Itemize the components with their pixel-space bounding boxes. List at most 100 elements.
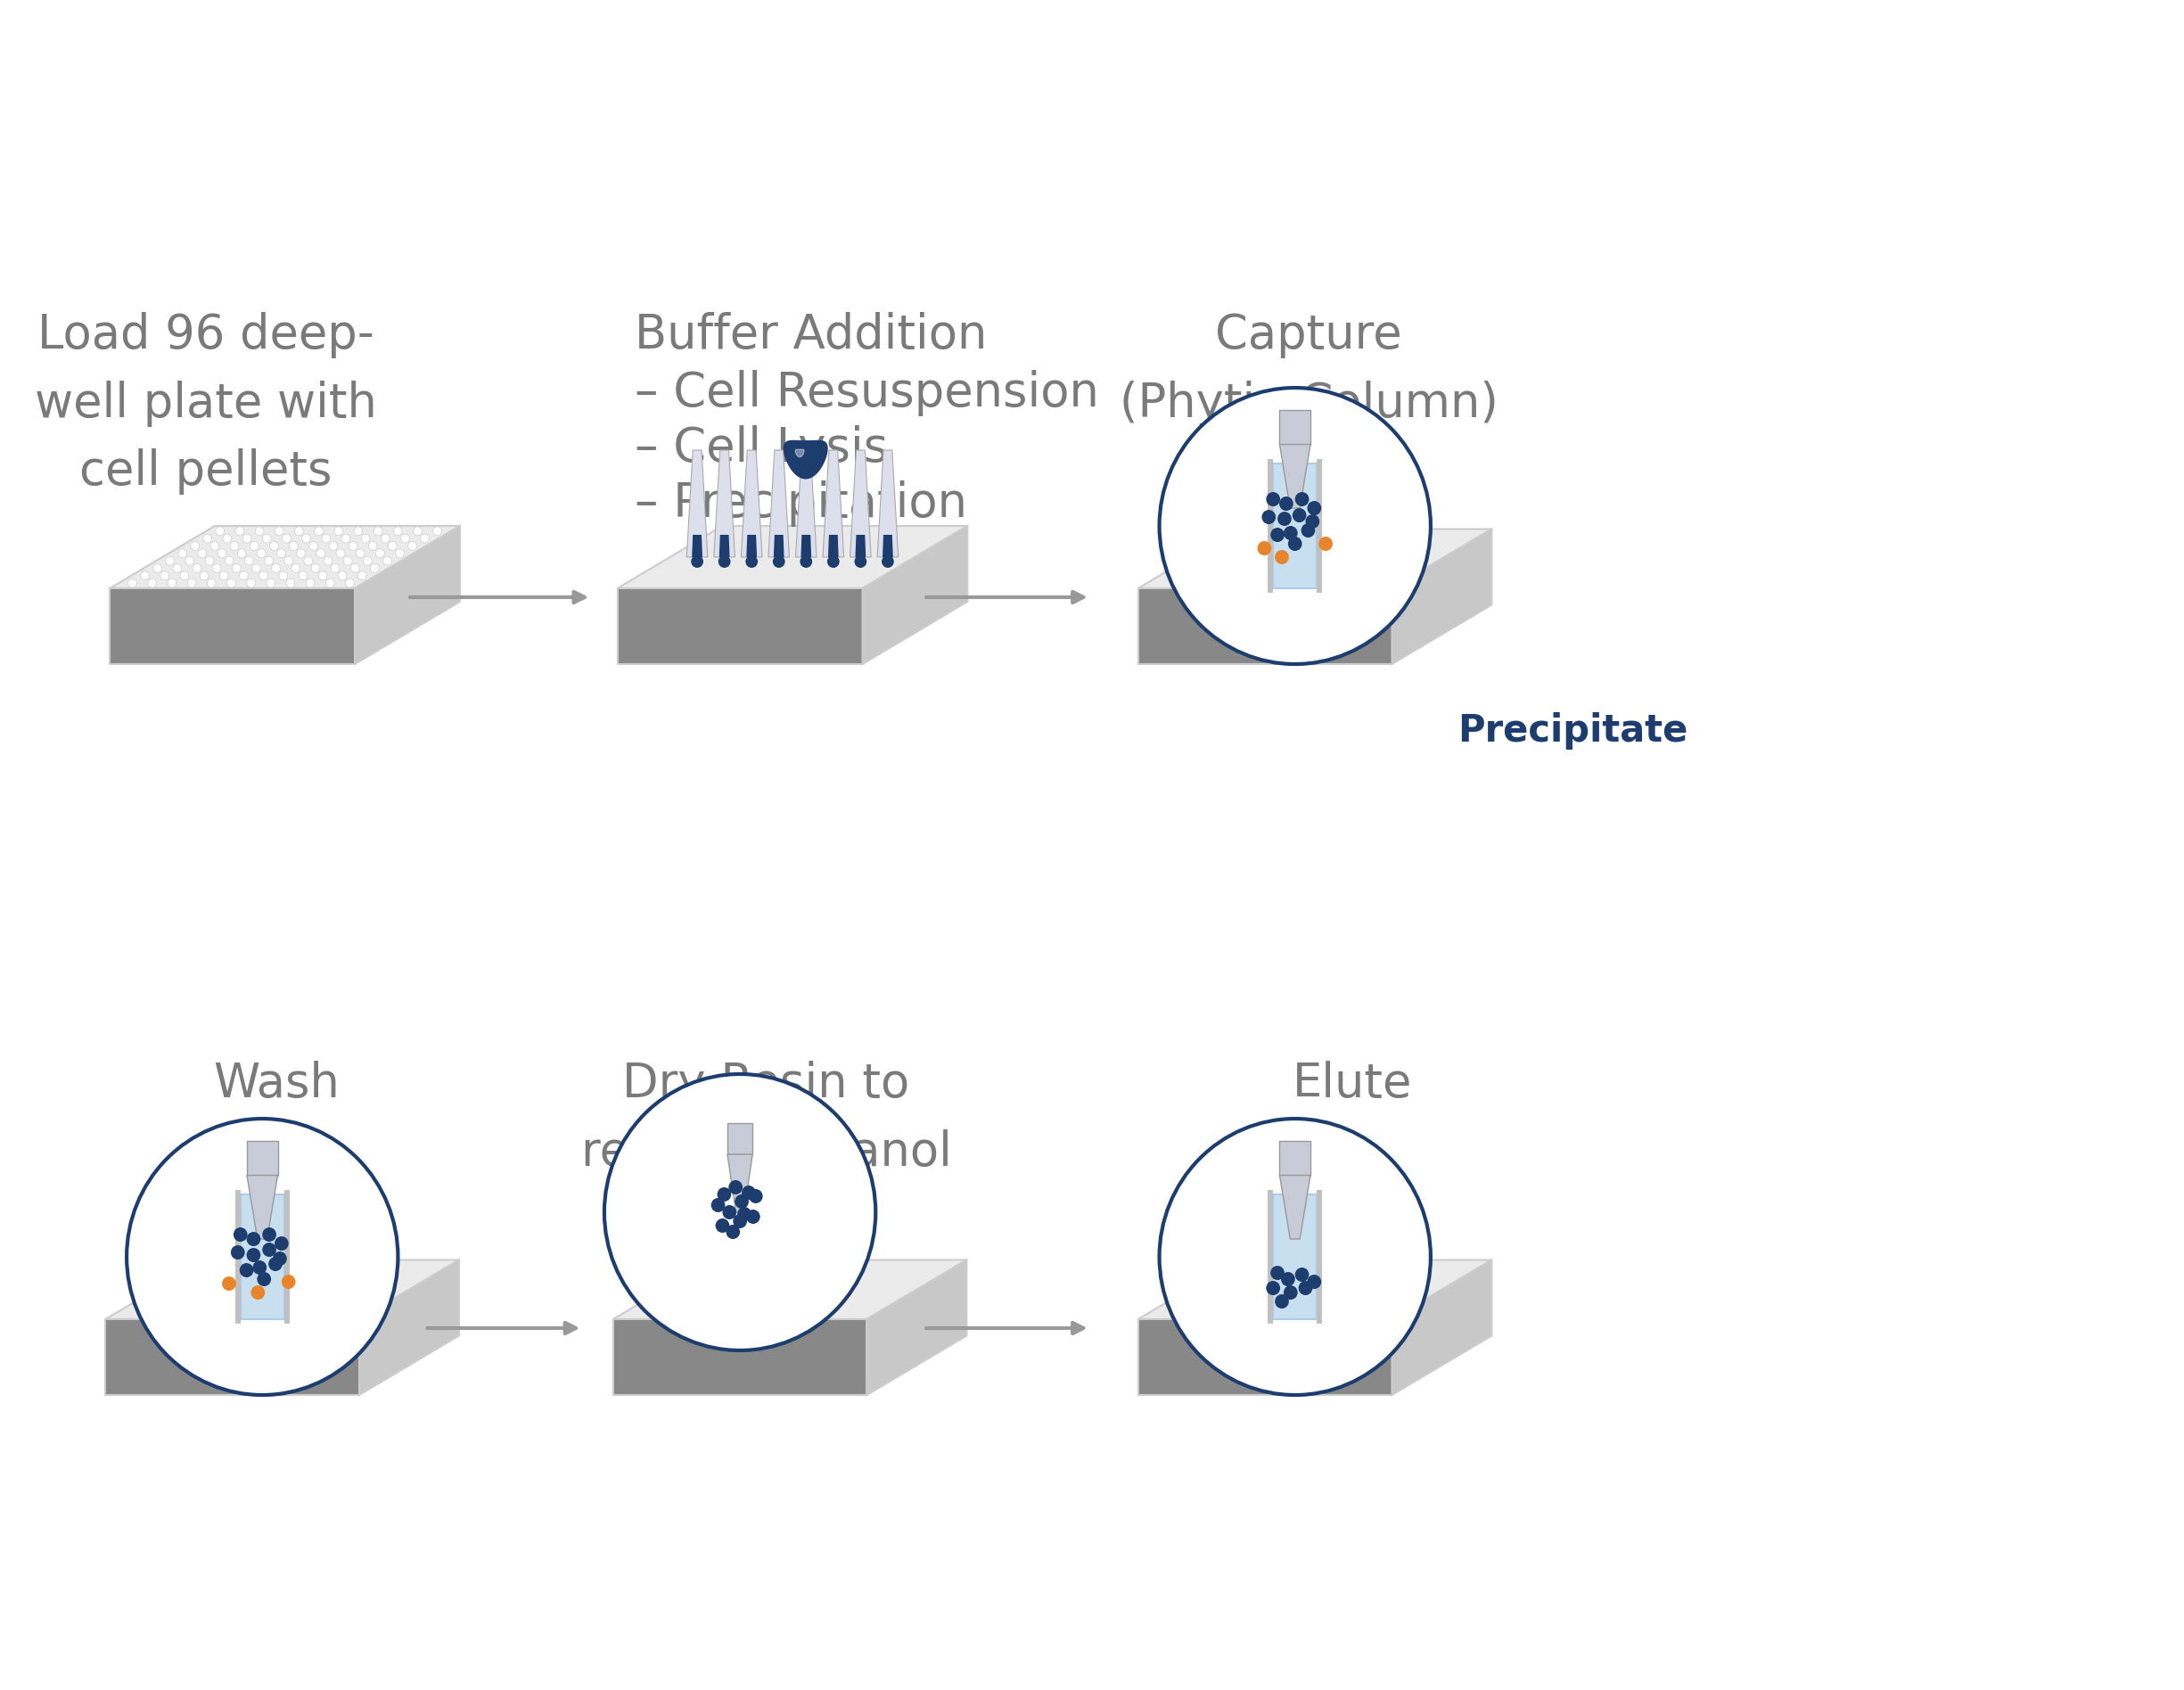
Polygon shape xyxy=(769,450,788,558)
Circle shape xyxy=(339,571,347,580)
Circle shape xyxy=(247,1232,260,1246)
Circle shape xyxy=(1267,492,1280,507)
Polygon shape xyxy=(1138,1261,1492,1320)
Circle shape xyxy=(380,534,389,542)
Circle shape xyxy=(432,527,441,536)
Polygon shape xyxy=(247,1175,277,1239)
Circle shape xyxy=(280,571,288,580)
Circle shape xyxy=(358,571,367,580)
Circle shape xyxy=(275,1237,288,1251)
Circle shape xyxy=(1258,541,1271,556)
Circle shape xyxy=(242,534,251,542)
Polygon shape xyxy=(232,1200,247,1289)
Polygon shape xyxy=(727,1154,753,1212)
Polygon shape xyxy=(236,1190,240,1323)
Circle shape xyxy=(745,556,758,568)
Polygon shape xyxy=(373,1200,389,1289)
Polygon shape xyxy=(1138,1320,1391,1394)
Circle shape xyxy=(288,541,299,551)
Circle shape xyxy=(166,556,175,564)
Circle shape xyxy=(1275,549,1289,564)
Circle shape xyxy=(269,1257,282,1271)
Polygon shape xyxy=(740,450,762,558)
Polygon shape xyxy=(692,534,703,558)
Circle shape xyxy=(179,549,188,558)
Circle shape xyxy=(249,541,258,551)
Circle shape xyxy=(1278,512,1291,526)
Circle shape xyxy=(262,534,271,542)
Circle shape xyxy=(690,556,703,568)
Circle shape xyxy=(395,549,404,558)
Circle shape xyxy=(269,541,277,551)
Circle shape xyxy=(352,564,360,573)
Circle shape xyxy=(127,1119,397,1394)
Circle shape xyxy=(1160,387,1431,664)
Polygon shape xyxy=(1406,470,1422,559)
Circle shape xyxy=(1289,537,1302,551)
Circle shape xyxy=(256,527,264,536)
Circle shape xyxy=(225,556,234,564)
Circle shape xyxy=(729,1180,743,1195)
Circle shape xyxy=(1295,492,1308,507)
Circle shape xyxy=(186,556,194,564)
Circle shape xyxy=(1275,1295,1289,1308)
Circle shape xyxy=(310,541,319,551)
Circle shape xyxy=(334,527,343,536)
Polygon shape xyxy=(1269,460,1273,593)
Text: Precipitate: Precipitate xyxy=(1457,711,1688,750)
Circle shape xyxy=(716,1218,729,1232)
Polygon shape xyxy=(1293,470,1308,559)
Circle shape xyxy=(400,534,408,542)
Polygon shape xyxy=(773,534,784,558)
Circle shape xyxy=(605,1075,876,1350)
Circle shape xyxy=(725,1225,740,1239)
Circle shape xyxy=(201,571,210,580)
Circle shape xyxy=(723,1205,736,1220)
Circle shape xyxy=(1319,537,1332,551)
Polygon shape xyxy=(284,1190,290,1323)
Circle shape xyxy=(299,571,308,580)
Circle shape xyxy=(275,527,284,536)
FancyBboxPatch shape xyxy=(240,1195,284,1320)
Circle shape xyxy=(393,527,402,536)
Circle shape xyxy=(234,1227,247,1242)
Circle shape xyxy=(306,578,314,588)
Circle shape xyxy=(205,556,214,564)
Circle shape xyxy=(203,534,212,542)
Circle shape xyxy=(743,1185,756,1200)
FancyBboxPatch shape xyxy=(1273,463,1317,588)
Circle shape xyxy=(1282,1273,1295,1286)
Circle shape xyxy=(363,556,371,564)
Circle shape xyxy=(1262,510,1275,524)
Circle shape xyxy=(247,578,256,588)
Polygon shape xyxy=(1138,529,1492,588)
Circle shape xyxy=(1160,1119,1431,1394)
Circle shape xyxy=(371,564,380,573)
Circle shape xyxy=(749,1190,762,1203)
Circle shape xyxy=(266,578,275,588)
Circle shape xyxy=(799,556,812,568)
Circle shape xyxy=(1299,1281,1313,1295)
Circle shape xyxy=(369,541,378,551)
Circle shape xyxy=(1306,514,1319,529)
Polygon shape xyxy=(727,1124,753,1154)
Circle shape xyxy=(271,564,280,573)
Polygon shape xyxy=(784,441,828,478)
Polygon shape xyxy=(1208,1200,1225,1289)
Text: Wash: Wash xyxy=(212,1061,339,1107)
Circle shape xyxy=(1284,526,1297,541)
Polygon shape xyxy=(1265,1200,1280,1289)
Circle shape xyxy=(221,571,229,580)
Polygon shape xyxy=(1280,411,1310,444)
Polygon shape xyxy=(802,534,810,558)
Circle shape xyxy=(360,534,369,542)
Circle shape xyxy=(1293,509,1306,522)
Circle shape xyxy=(188,578,197,588)
Circle shape xyxy=(376,549,384,558)
Polygon shape xyxy=(614,1320,867,1394)
Circle shape xyxy=(1308,500,1321,515)
Circle shape xyxy=(330,541,339,551)
Circle shape xyxy=(192,564,201,573)
Circle shape xyxy=(251,1286,264,1300)
Circle shape xyxy=(236,527,245,536)
